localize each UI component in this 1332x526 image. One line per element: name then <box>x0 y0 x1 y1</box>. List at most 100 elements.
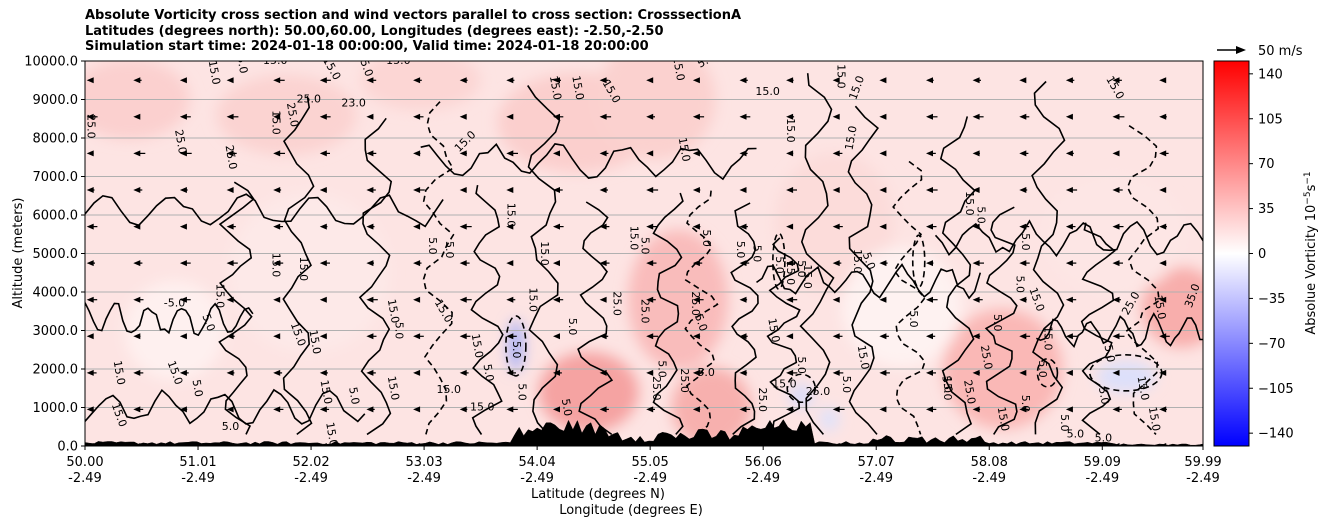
contour-line <box>527 85 561 435</box>
wind-vector-head <box>319 77 327 84</box>
wind-vector-head <box>273 443 281 446</box>
wind-vector-head <box>1065 223 1073 230</box>
wind-vector <box>926 187 938 193</box>
wind-vector-head <box>506 369 514 376</box>
wind-vector <box>692 296 704 303</box>
wind-vector-head <box>599 150 607 157</box>
wind-vector-head <box>459 223 467 230</box>
wind-vector-head <box>1159 77 1167 84</box>
wind-vector-head <box>1159 187 1167 193</box>
wind-vector-head <box>879 369 887 376</box>
wind-vector <box>553 77 561 84</box>
wind-vector <box>1112 296 1121 303</box>
wind-vector-head <box>1065 333 1073 340</box>
wind-vector <box>86 296 98 303</box>
wind-vector-head <box>972 296 980 303</box>
contour-label: 5.0 <box>860 251 878 272</box>
contour-label: 5.0 <box>655 360 668 378</box>
contour-label: 5.0 <box>748 435 766 448</box>
wind-vector <box>646 113 655 120</box>
wind-vector-head <box>599 77 607 84</box>
contour-label: 25.0 <box>961 379 978 405</box>
wind-vector-head <box>1065 260 1073 267</box>
wind-vector <box>226 406 234 413</box>
wind-vector-head <box>1112 113 1120 120</box>
wind-vector <box>459 150 467 157</box>
contour-line <box>85 388 366 425</box>
contour-label: 25.0 <box>650 376 663 401</box>
contour-label: 5.0 <box>692 312 710 333</box>
wind-vector <box>879 77 887 84</box>
x-tick-label-lat: 55.05 <box>632 455 669 470</box>
contour-label: 5.0 <box>795 260 808 278</box>
wind-vector <box>273 443 281 446</box>
wind-vector-head <box>1159 296 1167 303</box>
wind-vector-head <box>786 113 794 120</box>
wind-vector <box>599 113 612 120</box>
contour-line <box>892 160 926 435</box>
wind-vector-head <box>599 406 607 413</box>
wind-vector <box>926 113 938 120</box>
wind-vector <box>133 333 141 340</box>
colorbar-label-main: Absolue Vorticity 10 <box>1304 205 1319 335</box>
wind-vector-head <box>319 296 327 303</box>
wind-vector-head <box>86 77 94 84</box>
wind-vector <box>926 296 938 303</box>
wind-vector-head <box>1112 443 1120 446</box>
wind-vector-head <box>459 296 467 303</box>
wind-vector-head <box>692 406 700 413</box>
wind-vector-head <box>1159 406 1167 413</box>
wind-vector-head <box>86 296 94 303</box>
y-tick-label: 3000.0 <box>33 324 79 339</box>
wind-vector <box>972 406 981 413</box>
wind-vector-head <box>226 443 234 446</box>
contour-label: 15.0 <box>851 249 864 274</box>
wind-vector <box>413 77 422 84</box>
wind-vector <box>413 260 422 267</box>
wind-vector <box>319 187 327 193</box>
wind-vector <box>786 150 794 157</box>
wind-vector <box>739 223 748 230</box>
wind-vector <box>926 260 934 267</box>
wind-vector-head <box>273 406 281 413</box>
wind-vector <box>599 296 607 303</box>
contour-label: 5.0 <box>481 363 497 382</box>
wind-vector <box>506 369 516 376</box>
wind-vector <box>1159 296 1167 303</box>
contour-label: 5.0 <box>795 356 808 374</box>
contour-label: 5.0 <box>939 375 955 394</box>
wind-vector-head <box>832 369 840 376</box>
contour-label: 5.0 <box>510 341 523 359</box>
wind-vector <box>273 113 281 120</box>
contour-label: 5.0 <box>697 366 715 379</box>
wind-vector-head <box>1112 223 1120 230</box>
wind-vector-head <box>366 77 374 84</box>
x-tick-label-lon: -2.49 <box>746 471 780 486</box>
wind-vector-head <box>506 406 514 413</box>
contour-line <box>652 192 684 435</box>
wind-vector <box>1019 369 1027 376</box>
wind-vector <box>1065 443 1074 446</box>
contour-label: 5.0 <box>392 322 405 340</box>
wind-vector-head <box>226 223 234 230</box>
wind-vector <box>972 77 981 84</box>
wind-vector <box>599 333 609 340</box>
wind-vector-head <box>366 223 374 230</box>
wind-vector-head <box>273 333 281 340</box>
contour-line-negative <box>772 232 786 291</box>
wind-vector <box>786 260 796 267</box>
field-blob <box>774 152 895 293</box>
title-line-1: Absolute Vorticity cross section and win… <box>85 8 742 23</box>
wind-vector-head <box>972 260 980 267</box>
wind-vector <box>832 223 843 230</box>
contour-label: 25.0 <box>611 291 624 316</box>
x-tick-label-lat: 59.99 <box>1184 455 1221 470</box>
wind-vector <box>1065 150 1074 157</box>
wind-vector-head <box>226 187 234 193</box>
wind-vector-head <box>1065 187 1073 193</box>
wind-vector <box>226 150 237 157</box>
y-tick-label: 6000.0 <box>33 209 79 224</box>
wind-vector-head <box>879 223 887 230</box>
wind-vector-head <box>926 77 933 84</box>
contour-label: 15.0 <box>772 377 797 390</box>
